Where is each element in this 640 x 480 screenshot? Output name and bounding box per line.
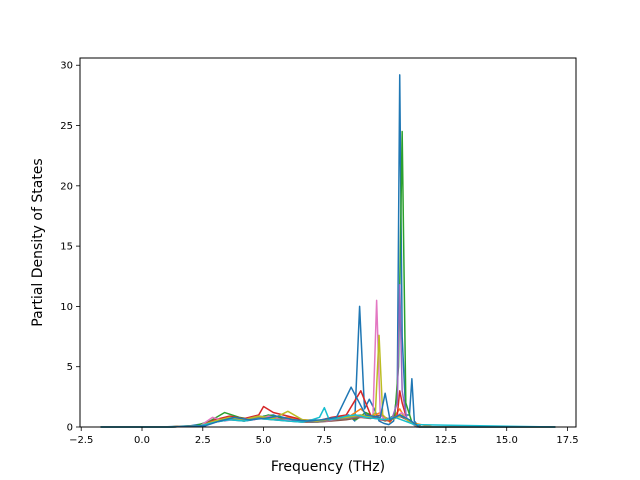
plot-area-frame: [79, 57, 577, 428]
y-tick-label: 30: [60, 61, 73, 72]
y-tick-label: 20: [60, 181, 73, 192]
y-axis-title: Partial Density of States: [30, 158, 46, 326]
x-tick-label: 17.5: [556, 435, 578, 446]
x-tick-label: −2.5: [69, 435, 93, 446]
x-tick-label: 10.0: [374, 435, 396, 446]
y-tick-label: 10: [60, 302, 73, 313]
x-tick-label: 0.0: [134, 435, 150, 446]
series-line-11: [100, 386, 556, 428]
y-tick-label: 0: [67, 423, 73, 434]
x-axis-title: Frequency (THz): [271, 459, 385, 475]
x-tick-label: 7.5: [316, 435, 332, 446]
y-tick-label: 15: [60, 242, 73, 253]
y-axis: 0 5 10 15 20 25 30: [60, 61, 80, 434]
x-tick-label: 12.5: [435, 435, 457, 446]
y-tick-label: 5: [67, 362, 73, 373]
series-line-10: [100, 406, 556, 428]
series-line-4: [100, 390, 556, 428]
x-tick-label: 5.0: [256, 435, 272, 446]
x-axis: −2.5 0.0 2.5 5.0 7.5 10.0 12.5 15.0 17.5: [69, 427, 579, 446]
series-layer: [100, 74, 556, 428]
x-tick-label: 2.5: [195, 435, 211, 446]
y-tick-label: 25: [60, 121, 73, 132]
x-tick-label: 15.0: [496, 435, 518, 446]
